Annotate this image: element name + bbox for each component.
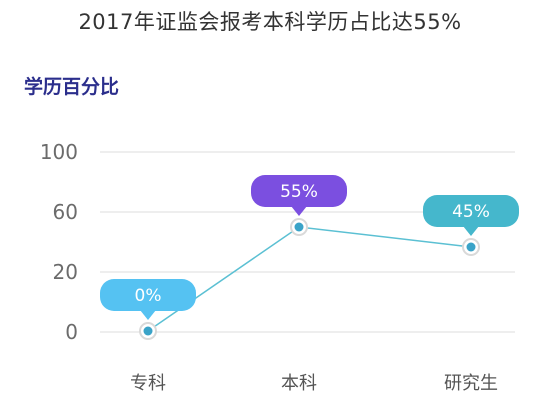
chart-subtitle: 学历百分比: [24, 76, 120, 98]
page-title: 2017年证监会报考本科学历占比达55%: [78, 10, 462, 34]
x-category-label: 专科: [130, 373, 166, 394]
data-point: [466, 242, 476, 252]
data-point: [294, 222, 304, 232]
y-tick-label: 60: [53, 200, 78, 224]
x-category-label: 本科: [281, 373, 317, 394]
y-tick-label: 0: [65, 320, 78, 344]
bubble-pointer: [463, 226, 479, 236]
data-label: 45%: [452, 202, 490, 222]
x-category-label: 研究生: [444, 373, 498, 394]
data-label: 55%: [280, 182, 318, 202]
bubble-body: [423, 195, 519, 227]
data-label-bubble: 55%: [251, 175, 347, 216]
y-tick-label: 100: [40, 140, 78, 164]
bubble-pointer: [140, 310, 156, 320]
data-label: 0%: [135, 286, 162, 306]
bubble-pointer: [291, 206, 307, 216]
bubble-body: [251, 175, 347, 207]
data-label-bubble: 0%: [100, 279, 196, 320]
series-line: [147, 226, 472, 332]
bubble-body: [100, 279, 196, 311]
data-point: [143, 326, 153, 336]
y-tick-label: 20: [53, 260, 78, 284]
data-label-bubble: 45%: [423, 195, 519, 236]
